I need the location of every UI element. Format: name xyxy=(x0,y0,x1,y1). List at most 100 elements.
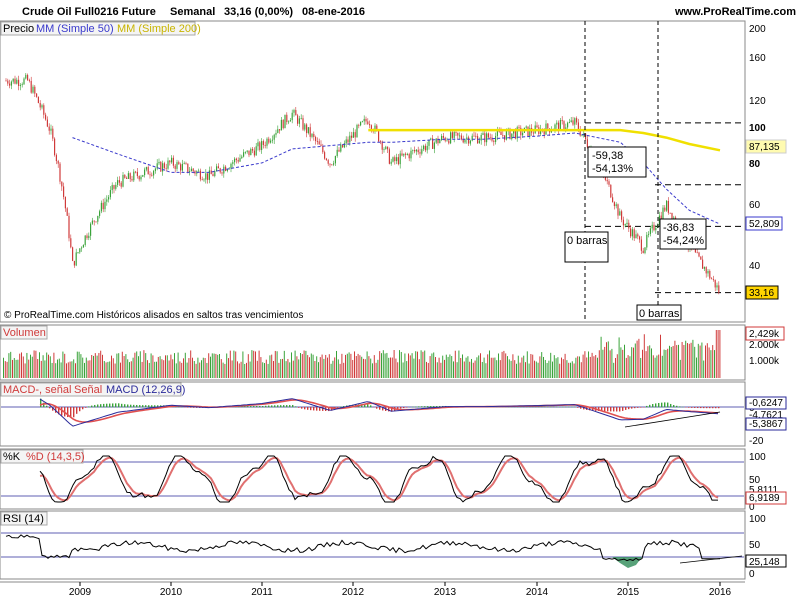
price-tick-120: 120 xyxy=(749,96,766,107)
candle-body xyxy=(468,137,470,144)
volume-bar xyxy=(197,357,199,378)
macd-signal-tag-value: -4,7621 xyxy=(749,410,783,421)
macd-hist-bar xyxy=(397,407,399,410)
volume-bar xyxy=(719,330,721,378)
volume-bar xyxy=(411,353,413,378)
candle-body xyxy=(502,134,504,136)
volume-bar xyxy=(177,352,179,378)
rsi-tag xyxy=(745,554,787,568)
volume-bar xyxy=(474,360,476,378)
candle-body xyxy=(277,129,279,133)
macd-hist-bar xyxy=(298,407,300,408)
volume-bar xyxy=(217,354,219,378)
macd-legend-c[interactable]: MACD (12,26,9) xyxy=(106,384,185,396)
candle-body xyxy=(221,172,223,174)
volume-bar xyxy=(206,362,208,378)
volume-bar xyxy=(314,360,316,378)
volume-bar xyxy=(260,357,262,378)
candle-body xyxy=(338,149,340,152)
volume-bar xyxy=(262,362,264,378)
candle-body xyxy=(658,215,660,225)
stoch-tick-0: 0 xyxy=(749,502,755,513)
volume-bar xyxy=(616,354,618,378)
volume-bar xyxy=(699,345,701,378)
candle-body xyxy=(565,127,567,130)
candle-body xyxy=(122,174,124,187)
stoch-tick-100: 100 xyxy=(749,452,766,463)
volume-bar xyxy=(613,362,615,378)
volume-legend xyxy=(0,325,48,340)
ma50-legend[interactable]: MM (Simple 50) xyxy=(36,23,114,35)
candle-body xyxy=(426,145,428,151)
ma200-legend[interactable]: MM (Simple 200) xyxy=(117,23,201,35)
volume-bar xyxy=(125,354,127,378)
candle-body xyxy=(216,166,218,172)
candle-body xyxy=(360,121,362,126)
macd-hist-bar xyxy=(40,398,42,408)
ma50-tag xyxy=(745,216,783,231)
volume-bar xyxy=(298,359,300,378)
macd-hist-bar xyxy=(67,407,69,418)
stoch-d-legend[interactable]: %D (14,3,5) xyxy=(26,451,85,463)
macd-hist-bar xyxy=(157,405,159,408)
volume-bar xyxy=(580,362,582,378)
candle-body xyxy=(432,138,434,149)
rsi-label[interactable]: RSI (14) xyxy=(3,513,44,525)
macd-hist-bar xyxy=(241,406,243,408)
candle-body xyxy=(81,247,83,249)
price-panel xyxy=(0,20,746,323)
volume-bar xyxy=(229,350,231,378)
macd-hist-bar xyxy=(148,405,150,408)
site-url[interactable]: www.ProRealTime.com xyxy=(674,6,796,18)
volume-bar xyxy=(499,360,501,378)
change-1-value: -59,38 xyxy=(592,150,623,162)
candle-body xyxy=(163,163,165,168)
volume-bar xyxy=(51,362,53,378)
candle-body xyxy=(322,145,324,153)
volume-label[interactable]: Volumen xyxy=(3,327,46,339)
candle-body xyxy=(630,228,632,237)
volume-bar xyxy=(192,357,193,378)
candle-body xyxy=(235,158,237,161)
volume-bar xyxy=(568,362,570,378)
last-quote: 33,16 (0,00%) xyxy=(224,6,293,18)
macd-legend-a[interactable]: MACD-, señal xyxy=(3,384,71,396)
candle-body xyxy=(131,179,133,181)
candle-body xyxy=(446,140,448,142)
volume-bar xyxy=(600,336,602,378)
volume-bar xyxy=(175,363,177,378)
volume-bar xyxy=(163,360,165,378)
macd-hist-bar xyxy=(307,407,309,410)
macd-hist-bar xyxy=(688,407,690,408)
volume-bar xyxy=(573,363,575,378)
x-tick-label: 2015 xyxy=(617,587,640,598)
candle-body xyxy=(619,211,621,216)
macd-hist-bar xyxy=(130,404,132,408)
candle-body xyxy=(367,121,369,125)
volume-bar xyxy=(692,339,694,378)
candle-body xyxy=(99,211,101,216)
candle-body xyxy=(628,222,630,229)
macd-hist-bar xyxy=(109,403,111,408)
macd-hist-bar xyxy=(655,403,657,408)
volume-bar xyxy=(98,352,100,378)
volume-bar xyxy=(714,350,715,378)
volume-bar xyxy=(361,356,363,378)
candle-body xyxy=(111,185,113,191)
macd-tag xyxy=(745,396,787,410)
stoch-k-legend[interactable]: %K xyxy=(3,451,21,463)
volume-bar xyxy=(278,362,280,378)
candle-body xyxy=(450,132,452,144)
macd-hist-bar xyxy=(550,406,552,408)
bars-box-1 xyxy=(564,231,609,263)
macd-legend-b[interactable]: Señal xyxy=(74,384,102,396)
volume-bar xyxy=(449,354,451,378)
volume-bar xyxy=(433,352,435,378)
candle-body xyxy=(640,239,642,251)
candle-body xyxy=(257,142,259,147)
macd-hist-bar xyxy=(571,406,573,408)
volume-bar xyxy=(120,362,121,378)
volume-bar xyxy=(625,357,627,378)
macd-hist-bar xyxy=(43,402,45,408)
volume-bar xyxy=(21,352,22,378)
